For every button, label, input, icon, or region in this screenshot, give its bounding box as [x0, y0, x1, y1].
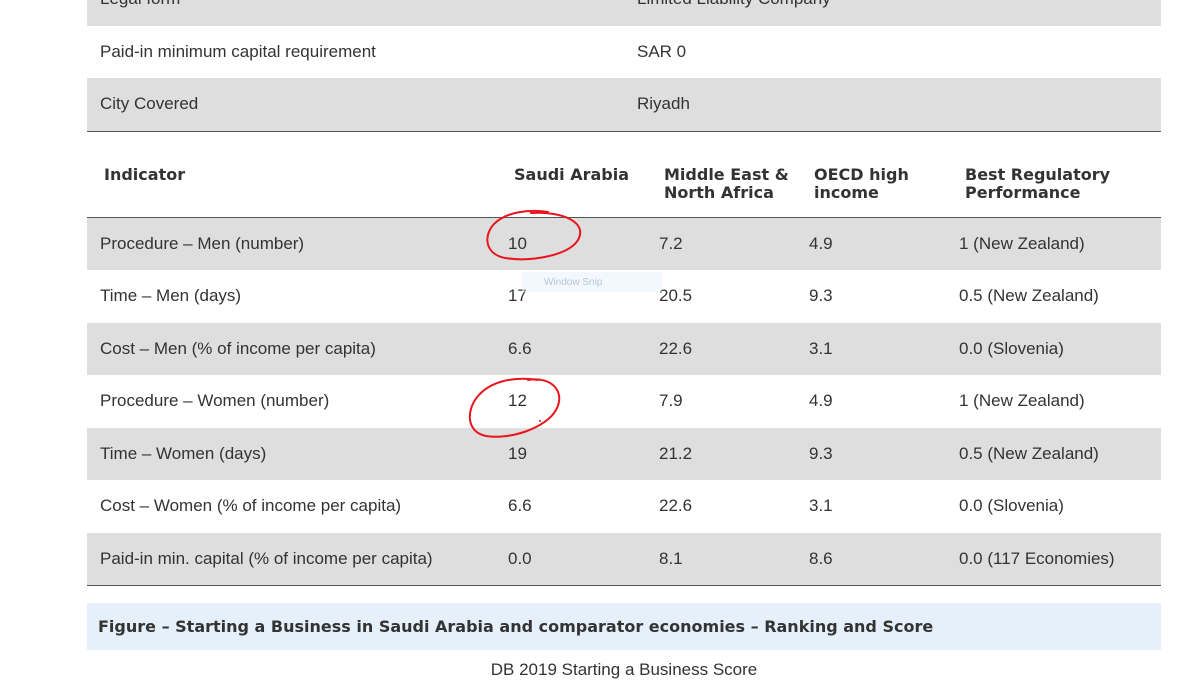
cell-oecd: 9.3: [809, 443, 833, 463]
cell-oecd: 3.1: [809, 338, 833, 358]
cell-best: 0.0 (Slovenia): [959, 338, 1064, 358]
table-row: Procedure – Men (number) 10 7.2 4.9 1 (N…: [87, 217, 1161, 270]
cell-best: 1 (New Zealand): [959, 391, 1085, 411]
cell-best: 0.5 (New Zealand): [959, 443, 1099, 463]
cell-saudi: 19: [508, 443, 527, 463]
cell-indicator: Time – Men (days): [100, 286, 242, 306]
info-row-legal-form: Legal form Limited Liability Company: [87, 0, 1161, 26]
info-row-min-capital: Paid-in minimum capital requirement SAR …: [87, 26, 1161, 79]
window-snip-overlay: Window Snip: [522, 272, 662, 292]
cell-mena: 22.6: [659, 338, 693, 358]
cell-indicator: Procedure – Men (number): [100, 233, 305, 253]
cell-saudi: 10: [508, 233, 527, 253]
cell-mena: 20.5: [659, 286, 693, 306]
cell-saudi: 12: [508, 391, 527, 411]
document-content: Legal form Limited Liability Company Pai…: [87, 0, 1161, 679]
cell-oecd: 4.9: [809, 233, 833, 253]
cell-indicator: Time – Women (days): [100, 443, 267, 463]
cell-saudi: 6.6: [508, 496, 532, 516]
header-oecd: OECD high income: [814, 164, 909, 202]
figure-caption: Figure – Starting a Business in Saudi Ar…: [87, 603, 1161, 650]
indicator-table-header: Indicator Saudi Arabia Middle East & Nor…: [87, 132, 1161, 218]
indicator-table: Indicator Saudi Arabia Middle East & Nor…: [87, 132, 1161, 586]
cell-mena: 7.2: [659, 233, 683, 253]
info-table: Legal form Limited Liability Company Pai…: [87, 0, 1161, 132]
score-chart-title: DB 2019 Starting a Business Score: [490, 660, 758, 679]
cell-mena: 8.1: [659, 548, 683, 568]
cell-saudi: 0.0: [508, 548, 532, 568]
cell-mena: 21.2: [659, 443, 693, 463]
header-mena: Middle East & North Africa: [664, 164, 789, 202]
cell-indicator: Cost – Men (% of income per capita): [100, 338, 376, 358]
header-saudi-arabia: Saudi Arabia: [514, 164, 630, 184]
info-value: SAR 0: [637, 41, 687, 61]
header-indicator: Indicator: [104, 164, 186, 184]
table-row: Procedure – Women (number) 12 7.9 4.9 1 …: [87, 375, 1161, 428]
cell-best: 0.0 (117 Economies): [959, 548, 1115, 568]
info-label: Legal form: [100, 0, 180, 9]
header-best-regulatory: Best Regulatory Performance: [965, 164, 1111, 202]
cell-oecd: 9.3: [809, 286, 833, 306]
cell-mena: 22.6: [659, 496, 693, 516]
cell-best: 1 (New Zealand): [959, 233, 1085, 253]
cell-best: 0.0 (Slovenia): [959, 496, 1064, 516]
cell-oecd: 4.9: [809, 391, 833, 411]
table-row: Time – Women (days) 19 21.2 9.3 0.5 (New…: [87, 427, 1161, 480]
cell-oecd: 3.1: [809, 496, 833, 516]
cell-indicator: Cost – Women (% of income per capita): [100, 496, 402, 516]
info-label: City Covered: [100, 94, 199, 114]
table-row: Time – Men (days) 17 20.5 9.3 0.5 (New Z…: [87, 270, 1161, 323]
cell-mena: 7.9: [659, 391, 683, 411]
cell-indicator: Paid-in min. capital (% of income per ca…: [100, 548, 433, 568]
cell-saudi: 6.6: [508, 338, 532, 358]
table-row: Cost – Women (% of income per capita) 6.…: [87, 480, 1161, 533]
table-row: Cost – Men (% of income per capita) 6.6 …: [87, 322, 1161, 375]
info-value: Riyadh: [637, 94, 690, 114]
cell-oecd: 8.6: [809, 548, 833, 568]
cell-indicator: Procedure – Women (number): [100, 391, 330, 411]
info-value: Limited Liability Company: [637, 0, 831, 9]
table-row: Paid-in min. capital (% of income per ca…: [87, 532, 1161, 585]
info-label: Paid-in minimum capital requirement: [100, 41, 376, 61]
cell-best: 0.5 (New Zealand): [959, 286, 1099, 306]
info-row-city-covered: City Covered Riyadh: [87, 78, 1161, 131]
